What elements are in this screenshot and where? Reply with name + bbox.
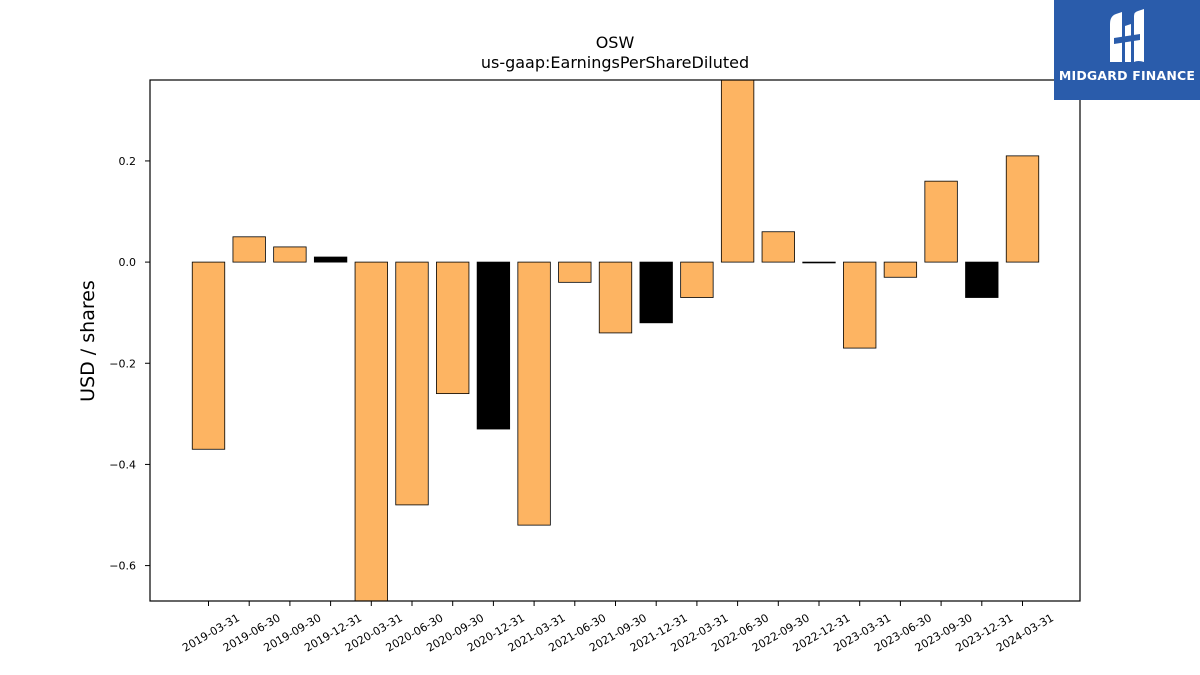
y-tick-label: 0.0 (119, 256, 137, 269)
y-axis-label: USD / shares (77, 280, 99, 402)
bar-2022-09-30 (761, 231, 795, 263)
bar-2023-03-31 (843, 261, 877, 349)
bar-2023-06-30 (883, 261, 918, 278)
bar-2021-09-30 (598, 261, 633, 334)
bar-2021-06-30 (558, 261, 592, 283)
bars-group (191, 79, 1040, 602)
chart-subtitle: us-gaap:EarningsPerShareDiluted (480, 53, 750, 72)
bar-2019-09-30 (273, 246, 307, 263)
bar-2021-03-31 (517, 261, 551, 526)
bar-2019-06-30 (232, 236, 266, 263)
x-axis-ticks: 2019-03-312019-06-302019-09-302019-12-31… (180, 601, 1056, 655)
logo-text: MIDGARD FINANCE (1058, 68, 1196, 83)
bar-2022-12-31 (802, 261, 836, 264)
bar-2022-03-31 (680, 261, 714, 298)
chart-title: OSW (595, 33, 635, 52)
y-tick-label: 0.2 (119, 155, 137, 168)
bar-2021-12-31 (639, 261, 673, 324)
midgard-finance-logo: MIDGARD FINANCE (1054, 0, 1200, 100)
bar-2023-09-30 (924, 180, 958, 263)
bar-2024-03-31 (1005, 155, 1040, 263)
y-axis-ticks: −0.6 −0.4 −0.2 0.0 0.2 (109, 155, 150, 573)
bar-2019-12-31 (313, 256, 348, 263)
bar-2020-09-30 (436, 261, 470, 395)
bar-2019-03-31 (191, 261, 226, 450)
midgard-logo-icon (1110, 9, 1144, 62)
y-tick-label: −0.6 (109, 560, 136, 573)
plot-frame (149, 79, 1081, 602)
bar-2022-06-30 (720, 79, 755, 263)
bar-2023-12-31 (965, 261, 999, 298)
bar-2020-03-31 (354, 261, 388, 602)
y-tick-label: −0.2 (109, 357, 136, 370)
y-tick-label: −0.4 (109, 458, 136, 471)
bar-2020-12-31 (476, 261, 511, 430)
bar-2020-06-30 (395, 261, 429, 506)
